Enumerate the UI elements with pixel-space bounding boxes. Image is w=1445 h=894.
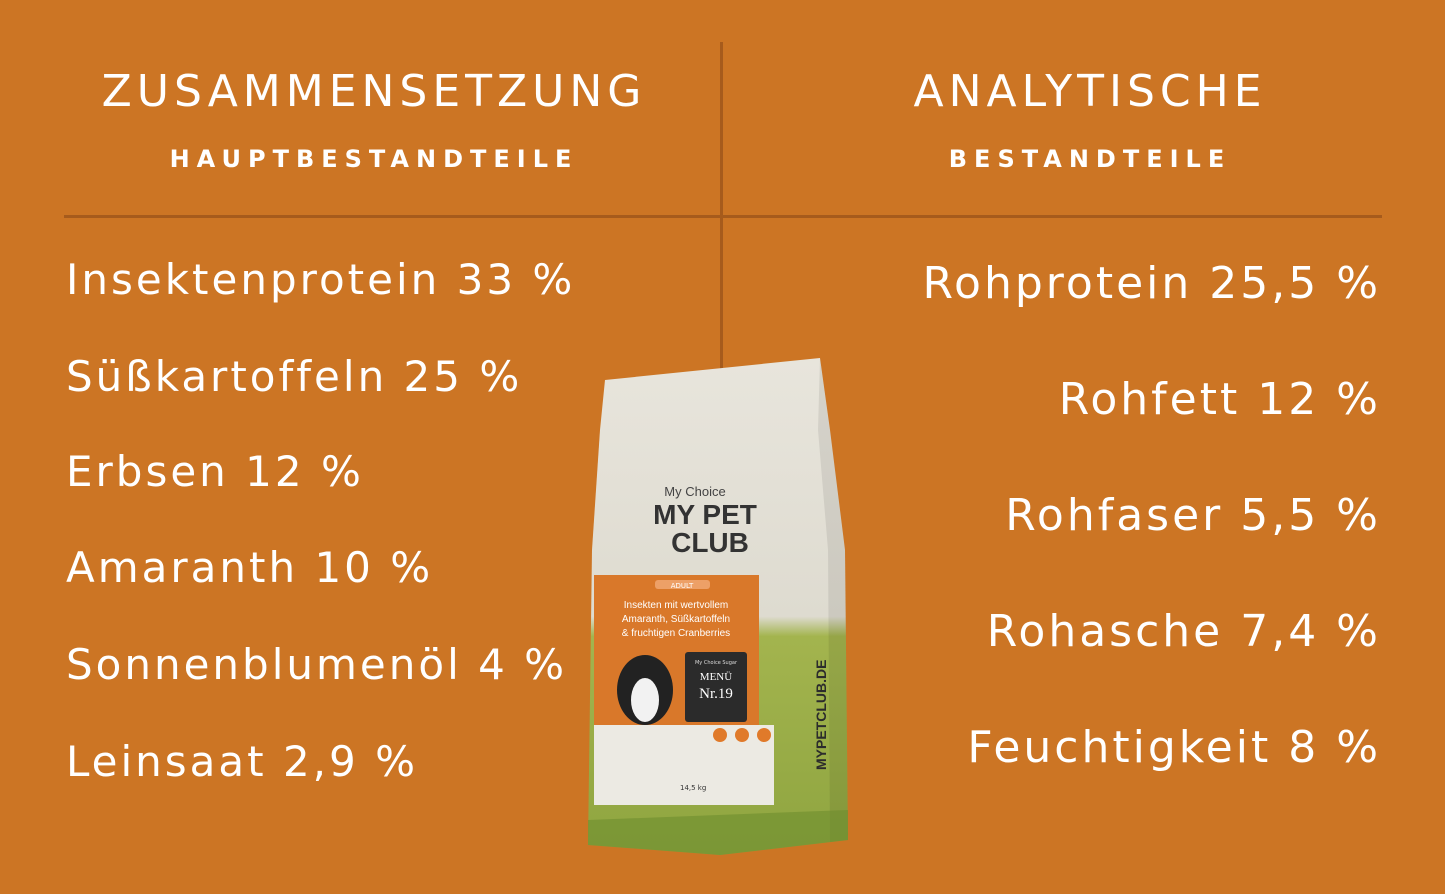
- ingredient-item: Süßkartoffeln 25 %: [66, 352, 523, 401]
- svg-text:Insekten mit wertvollem: Insekten mit wertvollem: [624, 600, 728, 611]
- horizontal-divider: [64, 215, 1382, 218]
- ingredient-item: Sonnenblumenöl 4 %: [66, 640, 568, 689]
- analysis-item: Rohfaser 5,5 %: [1005, 490, 1381, 541]
- svg-text:My Choice Sugar: My Choice Sugar: [695, 660, 738, 666]
- vertical-divider: [720, 42, 723, 372]
- left-subtitle: HAUPTBESTANDTEILE: [169, 145, 579, 173]
- analysis-item: Rohfett 12 %: [1058, 374, 1381, 425]
- svg-text:14,5 kg: 14,5 kg: [680, 784, 706, 792]
- bag-side-url: MYPETCLUB.DE: [813, 660, 829, 770]
- analysis-item: Feuchtigkeit 8 %: [967, 722, 1381, 773]
- right-subtitle: BESTANDTEILE: [948, 145, 1232, 173]
- svg-text:Nr.19: Nr.19: [699, 686, 733, 702]
- ingredient-item: Leinsaat 2,9 %: [66, 737, 419, 786]
- product-bag-image: My Choice MY PET CLUB ADULT Insekten mit…: [580, 350, 860, 870]
- ingredient-item: Erbsen 12 %: [66, 447, 364, 496]
- svg-text:Amaranth, Süßkartoffeln: Amaranth, Süßkartoffeln: [622, 614, 730, 625]
- svg-text:& fruchtigen Cranberries: & fruchtigen Cranberries: [622, 628, 730, 639]
- svg-text:ADULT: ADULT: [671, 582, 694, 590]
- bag-brand: CLUB: [671, 527, 749, 558]
- bag-tagline: My Choice: [664, 484, 725, 499]
- bag-brand: MY PET: [653, 499, 757, 530]
- svg-text:MENÜ: MENÜ: [700, 671, 732, 683]
- analysis-item: Rohasche 7,4 %: [986, 606, 1381, 657]
- left-title: ZUSAMMENSETZUNG: [101, 66, 647, 117]
- right-title: ANALYTISCHE: [913, 66, 1267, 117]
- analysis-item: Rohprotein 25,5 %: [922, 258, 1381, 309]
- ingredient-item: Insektenprotein 33 %: [66, 255, 576, 304]
- ingredient-item: Amaranth 10 %: [66, 543, 434, 592]
